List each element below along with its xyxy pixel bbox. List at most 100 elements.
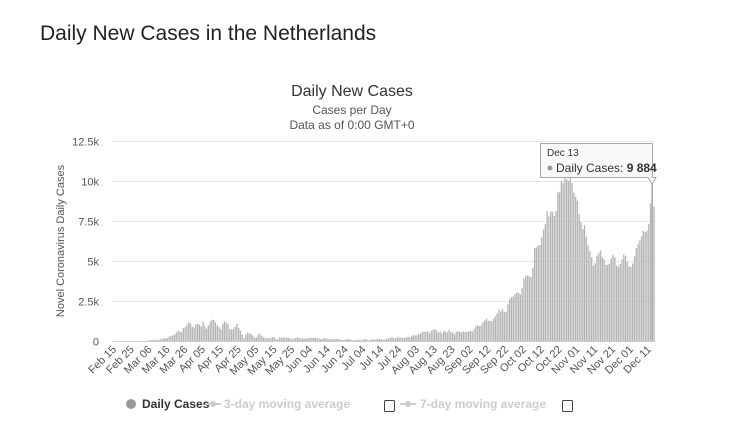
bar[interactable] <box>409 337 411 341</box>
bar[interactable] <box>227 323 229 341</box>
bar[interactable] <box>637 244 639 341</box>
bar[interactable] <box>633 256 636 341</box>
bar[interactable] <box>352 340 354 341</box>
bar[interactable] <box>562 183 564 341</box>
bar[interactable] <box>291 338 293 341</box>
bar[interactable] <box>468 331 470 341</box>
bar[interactable] <box>378 339 381 341</box>
bar[interactable] <box>489 320 491 341</box>
bar[interactable] <box>337 339 340 341</box>
bar[interactable] <box>505 311 507 341</box>
bar[interactable] <box>551 211 554 341</box>
bar[interactable] <box>188 322 190 341</box>
bar[interactable] <box>225 322 227 341</box>
bar[interactable] <box>400 337 402 341</box>
bar[interactable] <box>259 333 261 341</box>
bar[interactable] <box>164 338 167 341</box>
bar[interactable] <box>418 334 420 341</box>
bar[interactable] <box>537 245 539 341</box>
bar[interactable] <box>453 334 456 341</box>
bar[interactable] <box>198 324 201 341</box>
bar[interactable] <box>305 338 308 341</box>
bar[interactable] <box>396 337 399 341</box>
bar[interactable] <box>416 335 418 341</box>
bar[interactable] <box>567 181 570 341</box>
bar[interactable] <box>608 263 611 341</box>
bar[interactable] <box>279 337 281 341</box>
bar[interactable] <box>302 338 304 341</box>
bar[interactable] <box>448 329 450 341</box>
bar[interactable] <box>546 211 548 341</box>
bar[interactable] <box>394 338 397 341</box>
bar[interactable] <box>617 266 620 341</box>
bar[interactable] <box>640 236 643 341</box>
bar[interactable] <box>273 337 275 341</box>
bar[interactable] <box>478 326 481 341</box>
bar[interactable] <box>393 338 395 341</box>
bar[interactable] <box>316 338 318 341</box>
bar[interactable] <box>569 175 571 342</box>
bar[interactable] <box>346 339 349 341</box>
bar[interactable] <box>309 337 311 341</box>
bar[interactable] <box>264 338 267 341</box>
bar[interactable] <box>307 338 309 341</box>
bar[interactable] <box>248 333 251 341</box>
bar[interactable] <box>434 329 436 341</box>
bar[interactable] <box>334 339 336 341</box>
bar[interactable] <box>466 331 468 341</box>
bar[interactable] <box>382 339 384 341</box>
bar[interactable] <box>384 339 386 341</box>
bar[interactable] <box>594 263 596 341</box>
legend-item-7-day-average[interactable]: 7-day moving average <box>400 397 546 411</box>
bar[interactable] <box>398 337 400 341</box>
bar[interactable] <box>271 336 274 341</box>
bar[interactable] <box>180 332 183 341</box>
bar[interactable] <box>432 329 434 341</box>
bar[interactable] <box>371 339 374 341</box>
bar[interactable] <box>480 325 482 342</box>
bar[interactable] <box>296 337 299 341</box>
bar[interactable] <box>528 276 530 341</box>
bar[interactable] <box>155 340 158 341</box>
bar[interactable] <box>492 318 495 341</box>
bar[interactable] <box>507 304 509 341</box>
bar[interactable] <box>163 337 165 341</box>
bar[interactable] <box>325 338 327 341</box>
bar[interactable] <box>421 332 423 341</box>
bar[interactable] <box>221 324 224 341</box>
bar[interactable] <box>494 316 497 341</box>
bar[interactable] <box>161 339 163 341</box>
bar[interactable] <box>532 267 534 341</box>
bar[interactable] <box>236 323 238 341</box>
bar[interactable] <box>261 335 263 341</box>
bar[interactable] <box>541 237 543 341</box>
bar[interactable] <box>350 339 352 341</box>
bar[interactable] <box>148 340 151 341</box>
bar[interactable] <box>234 326 236 341</box>
bar[interactable] <box>250 333 252 341</box>
bar[interactable] <box>344 339 347 341</box>
bar[interactable] <box>475 326 477 341</box>
bar[interactable] <box>179 331 181 341</box>
bar[interactable] <box>266 337 268 341</box>
bar[interactable] <box>287 337 290 341</box>
bar[interactable] <box>614 257 616 341</box>
bar[interactable] <box>500 311 502 341</box>
bar[interactable] <box>601 257 604 341</box>
bar[interactable] <box>245 334 247 341</box>
bar[interactable] <box>202 321 204 341</box>
bar[interactable] <box>607 264 609 341</box>
bar[interactable] <box>311 338 313 341</box>
bar[interactable] <box>241 334 243 341</box>
bar[interactable] <box>197 323 199 341</box>
bar[interactable] <box>548 216 550 342</box>
checkbox-7-day-average[interactable] <box>562 400 573 412</box>
bar[interactable] <box>539 244 541 341</box>
bar[interactable] <box>238 327 240 341</box>
bar[interactable] <box>205 328 208 341</box>
bar[interactable] <box>391 336 393 341</box>
bar[interactable] <box>246 332 249 341</box>
checkbox-3-day-average[interactable] <box>384 400 395 412</box>
bar[interactable] <box>262 337 265 341</box>
bar[interactable] <box>402 338 404 341</box>
